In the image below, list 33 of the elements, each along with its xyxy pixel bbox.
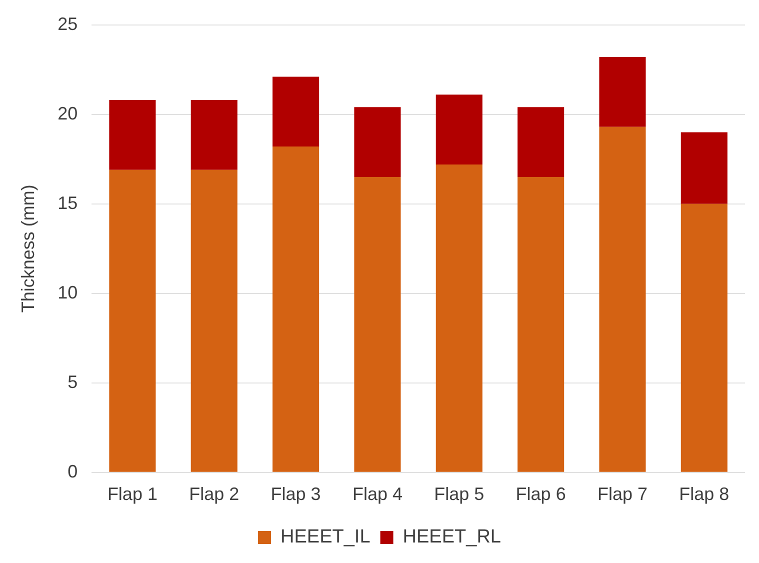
bar [190, 170, 238, 472]
bar [354, 107, 401, 177]
x-tick-label: Flap 2 [189, 484, 240, 504]
bar [680, 132, 728, 204]
y-tick-label: 25 [58, 14, 78, 34]
y-tick-label: 15 [58, 192, 78, 213]
x-tick-label: Flap 4 [352, 484, 402, 504]
x-tick-label: Flap 6 [516, 484, 566, 504]
bar [190, 100, 238, 170]
x-tick-label: Flap 8 [679, 484, 730, 504]
x-tick-label: Flap 1 [107, 484, 158, 504]
bar [109, 170, 156, 472]
bar [354, 176, 401, 472]
bar [272, 146, 320, 472]
x-tick-label: Flap 7 [597, 484, 648, 504]
x-tick-label: Flap 5 [434, 484, 484, 504]
y-tick-label: 0 [68, 461, 78, 482]
y-axis-title: Thickness (mm) [18, 184, 38, 313]
bar [680, 204, 728, 472]
bar [518, 107, 564, 177]
bar [518, 176, 564, 472]
x-tick-label: Flap 3 [270, 484, 321, 504]
y-tick-label: 5 [68, 372, 78, 392]
bar [436, 164, 482, 472]
bar [109, 100, 156, 170]
bar [436, 94, 482, 164]
y-tick-label: 10 [58, 282, 78, 302]
legend-label: HEEET_RL [402, 526, 501, 548]
bar [272, 76, 320, 147]
legend-label: HEEET_IL [280, 526, 370, 548]
y-tick-label: 20 [58, 103, 78, 124]
bar [599, 126, 646, 472]
bar [599, 57, 646, 127]
